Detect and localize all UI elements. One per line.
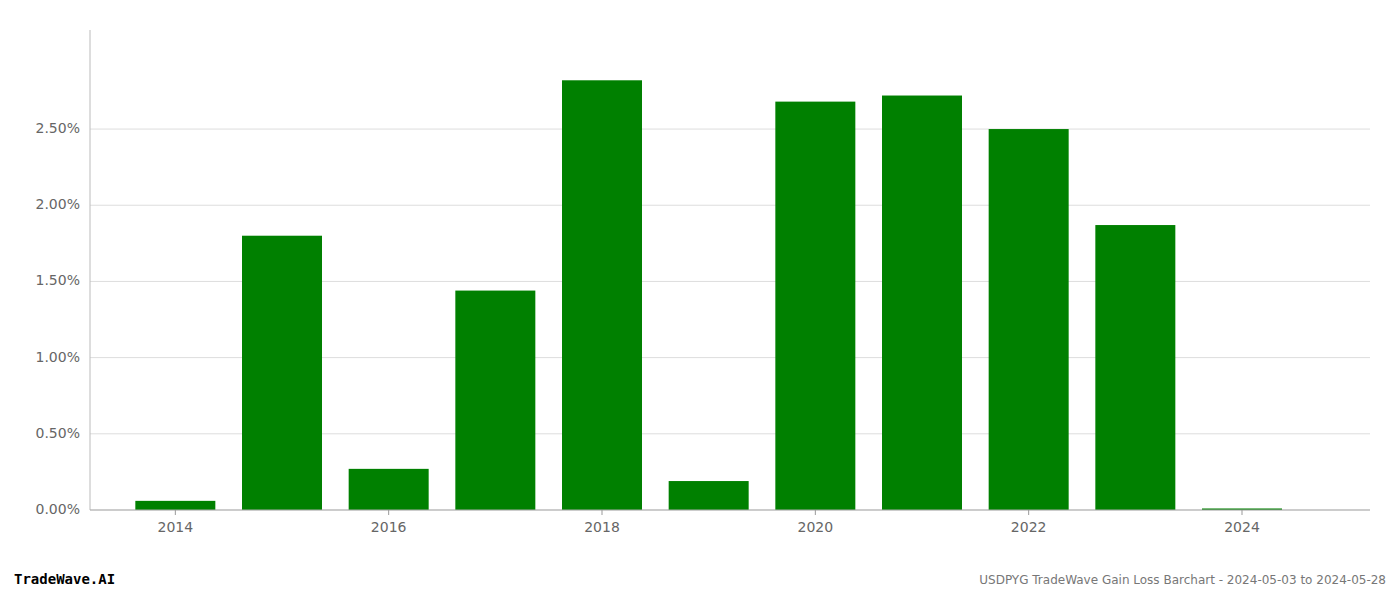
- watermark: TradeWave.AI: [14, 571, 115, 587]
- bar: [135, 501, 215, 510]
- bar: [989, 129, 1069, 510]
- y-tick-label: 2.50%: [36, 120, 80, 136]
- y-tick-label: 0.00%: [36, 501, 80, 517]
- bar: [882, 96, 962, 510]
- x-axis: 2014 2016 2018 2020 2022 2024: [90, 510, 1370, 535]
- x-tick-label: 2020: [798, 519, 834, 535]
- y-tick-label: 0.50%: [36, 425, 80, 441]
- grid-line: [90, 510, 1370, 511]
- y-tick-label: 1.50%: [36, 272, 80, 288]
- x-tick: [175, 510, 176, 515]
- chart-svg: 0.00%0.50%1.00%1.50%2.00%2.50%2014201620…: [0, 0, 1400, 600]
- chart-container: 0.00%0.50%1.00%1.50%2.00%2.50%2014201620…: [0, 0, 1400, 600]
- x-axis-line: [90, 510, 1370, 511]
- x-tick: [815, 510, 816, 515]
- y-tick-labels: 0.00% 0.50% 1.00% 1.50% 2.00% 2.50%: [36, 120, 80, 517]
- bar: [242, 236, 322, 510]
- x-tick-label: 2014: [158, 519, 194, 535]
- y-tick-label: 1.00%: [36, 349, 80, 365]
- x-tick-label: 2018: [584, 519, 620, 535]
- bar: [349, 469, 429, 510]
- bar: [562, 80, 642, 510]
- bars: [135, 80, 1282, 510]
- x-tick-label: 2016: [371, 519, 407, 535]
- x-tick: [388, 510, 389, 515]
- x-tick: [602, 510, 603, 515]
- bar: [1095, 225, 1175, 510]
- x-tick: [1242, 510, 1243, 515]
- chart-title: USDPYG TradeWave Gain Loss Barchart - 20…: [979, 573, 1386, 587]
- x-tick: [1028, 510, 1029, 515]
- bar: [669, 481, 749, 510]
- grid-line: [90, 205, 1370, 206]
- y-tick-label: 2.00%: [36, 196, 80, 212]
- bar: [775, 102, 855, 510]
- x-tick-label: 2022: [1011, 519, 1047, 535]
- y-axis-line: [90, 30, 91, 510]
- bar: [455, 291, 535, 510]
- y-grid: [90, 129, 1370, 510]
- grid-line: [90, 129, 1370, 130]
- x-tick-label: 2024: [1224, 519, 1260, 535]
